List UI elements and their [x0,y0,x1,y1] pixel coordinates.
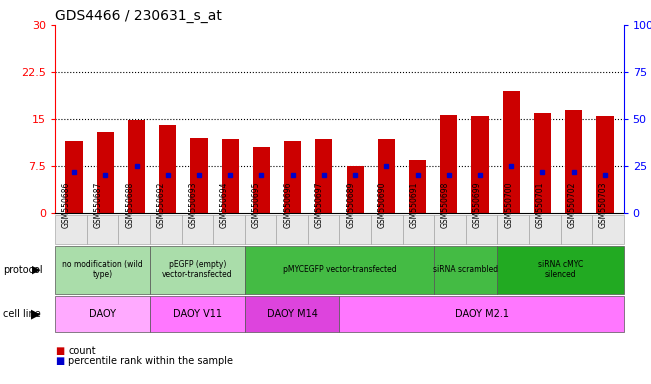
Text: GDS4466 / 230631_s_at: GDS4466 / 230631_s_at [55,8,222,23]
Bar [596,116,613,213]
Text: GSM550689: GSM550689 [346,181,355,227]
Text: GSM550700: GSM550700 [504,181,513,227]
Text: GSM550686: GSM550686 [62,181,71,227]
Text: GSM550690: GSM550690 [378,181,387,227]
Text: GSM550698: GSM550698 [441,181,450,227]
Text: ▶: ▶ [31,308,40,320]
Bar [190,138,208,213]
Text: GSM550701: GSM550701 [536,181,545,227]
Text: percentile rank within the sample: percentile rank within the sample [68,356,233,366]
Text: DAOY V11: DAOY V11 [173,309,222,319]
Text: DAOY M2.1: DAOY M2.1 [454,309,508,319]
Text: GSM550687: GSM550687 [94,181,103,227]
Text: GSM550699: GSM550699 [473,181,482,227]
Text: siRNA cMYC
silenced: siRNA cMYC silenced [538,260,583,280]
Bar [284,141,301,213]
Bar [503,91,520,213]
Text: GSM550693: GSM550693 [188,181,197,227]
Text: pMYCEGFP vector-transfected: pMYCEGFP vector-transfected [283,265,396,274]
Bar [565,110,582,213]
Text: GSM550694: GSM550694 [220,181,229,227]
Bar [378,139,395,213]
Text: ■: ■ [55,356,64,366]
Text: ▶: ▶ [31,265,40,275]
Bar [440,115,458,213]
Text: GSM550696: GSM550696 [283,181,292,227]
Bar [315,139,333,213]
Text: count: count [68,346,96,356]
Text: GSM550697: GSM550697 [314,181,324,227]
Bar [346,166,364,213]
Text: cell line: cell line [3,309,41,319]
Text: DAOY: DAOY [89,309,116,319]
Bar [97,132,114,213]
Text: GSM550703: GSM550703 [599,181,608,227]
Text: GSM550691: GSM550691 [409,181,419,227]
Bar [409,160,426,213]
Bar [534,113,551,213]
Bar [128,120,145,213]
Text: pEGFP (empty)
vector-transfected: pEGFP (empty) vector-transfected [162,260,232,280]
Text: GSM550692: GSM550692 [157,181,166,227]
Bar [253,147,270,213]
Bar [66,141,83,213]
Text: GSM550702: GSM550702 [567,181,576,227]
Text: GSM550695: GSM550695 [251,181,260,227]
Text: no modification (wild
type): no modification (wild type) [62,260,143,280]
Text: ■: ■ [55,346,64,356]
Text: DAOY M14: DAOY M14 [267,309,318,319]
Bar [159,125,176,213]
Bar [471,116,489,213]
Bar [221,139,239,213]
Text: GSM550688: GSM550688 [125,181,134,227]
Text: protocol: protocol [3,265,43,275]
Text: siRNA scrambled: siRNA scrambled [433,265,499,274]
